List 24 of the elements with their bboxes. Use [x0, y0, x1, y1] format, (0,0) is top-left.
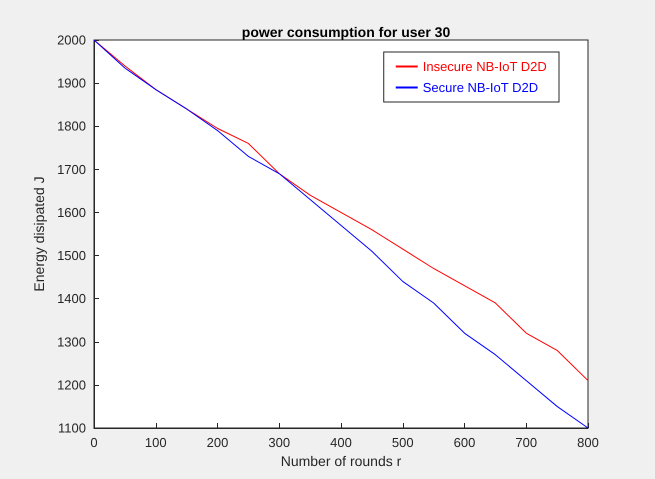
y-tick-label: 1300	[57, 334, 86, 350]
y-tick-label: 1600	[57, 204, 86, 220]
x-tick-label: 400	[330, 435, 352, 450]
y-tick-label: 1700	[57, 162, 86, 177]
x-tick-label: 100	[144, 435, 167, 450]
x-tick-label: 0	[90, 435, 98, 450]
y-tick-label: 1500	[57, 248, 86, 264]
legend-label: Insecure NB-IoT D2D	[422, 59, 547, 74]
y-tick-label: 2000	[57, 32, 86, 48]
x-tick-label: 700	[515, 435, 538, 450]
chart-title: power consumption for user 30	[242, 24, 450, 40]
x-tick-label: 500	[392, 435, 414, 450]
y-tick-label: 1200	[57, 377, 86, 392]
y-axis-title: Energy disipated J	[31, 176, 47, 292]
x-tick-label: 200	[206, 435, 228, 450]
x-tick-label: 600	[454, 435, 476, 450]
y-tick-label: 1800	[57, 118, 86, 134]
legend-label: Secure NB-IoT D2D	[422, 80, 538, 95]
y-tick-label: 1400	[57, 291, 86, 306]
y-tick-label: 1900	[57, 76, 86, 91]
y-tick-label: 1100	[58, 420, 86, 436]
x-tick-label: 800	[577, 435, 599, 450]
x-tick-label: 300	[268, 435, 290, 450]
x-axis-title: Number of rounds r	[280, 453, 402, 469]
